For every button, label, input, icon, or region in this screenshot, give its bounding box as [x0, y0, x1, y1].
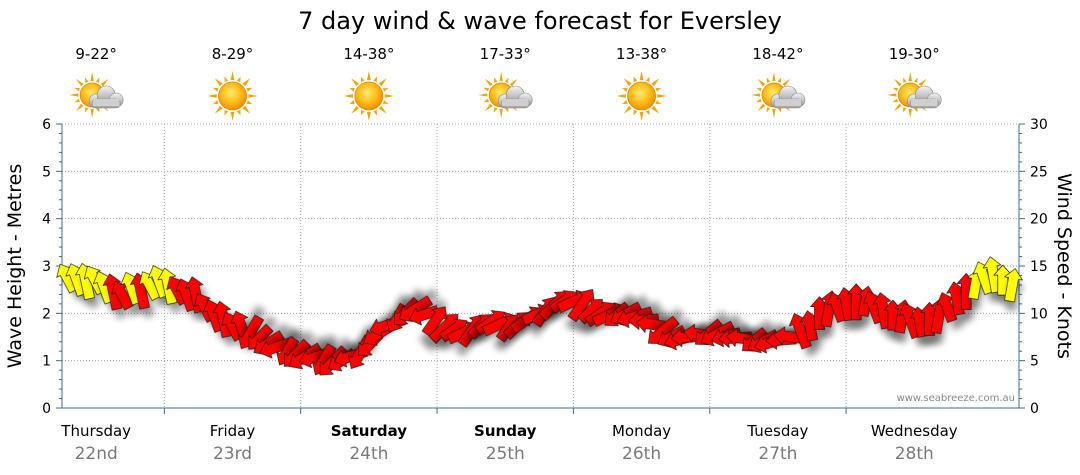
sun-rays	[616, 71, 667, 121]
partly-cloudy-icon	[750, 72, 806, 118]
sun-disc	[218, 81, 247, 111]
day-name-label: Friday	[210, 422, 256, 440]
sunny-icon	[343, 71, 394, 121]
left-axis-ticks: 0 1 2 3 4 5 6	[42, 117, 847, 417]
wind-arrow	[872, 292, 892, 330]
right-axis-title: Wind Speed - Knots	[1053, 173, 1075, 359]
wind-arrow	[1004, 268, 1023, 303]
wind-arrows	[56, 256, 1023, 376]
cloud-shape	[497, 85, 533, 109]
partly-cloudy-icon	[887, 72, 942, 118]
sunny-icon	[616, 71, 667, 121]
right-tick-label: 20	[1030, 212, 1048, 228]
gridlines	[62, 123, 1019, 408]
temperature-range: 19-30°	[889, 45, 940, 63]
right-tick-label: 15	[1030, 259, 1048, 275]
day-name-label: Monday	[612, 422, 671, 440]
temperature-range: 18-42°	[752, 45, 803, 63]
temperature-range: 17-33°	[480, 45, 531, 63]
right-tick-label: 10	[1030, 306, 1048, 322]
left-tick-label: 6	[42, 117, 51, 133]
day-date-label: 26th	[622, 444, 661, 464]
sun-rays	[343, 71, 394, 121]
left-tick-label: 1	[42, 354, 51, 370]
day-date-label: 25th	[486, 444, 525, 464]
day-date-label: 22nd	[75, 444, 118, 464]
right-tick-label: 0	[1030, 401, 1039, 417]
chart-title: 7 day wind & wave forecast for Eversley	[298, 7, 782, 35]
cloud-shape	[770, 85, 806, 109]
day-name-label: Saturday	[331, 422, 408, 440]
temperature-range: 14-38°	[343, 45, 394, 63]
day-name-label: Thursday	[60, 422, 131, 440]
temperature-range: 8-29°	[212, 45, 254, 63]
sun-disc	[354, 81, 384, 111]
sun-disc	[627, 81, 656, 111]
partly-cloudy-icon	[69, 72, 124, 118]
day-name-label: Tuesday	[746, 422, 808, 440]
left-axis-title: Wave Height - Metres	[4, 164, 26, 368]
day-name-label: Sunday	[474, 422, 537, 440]
sun-rays	[207, 71, 258, 121]
partly-cloudy-icon	[478, 72, 533, 118]
day-name-label: Wednesday	[871, 422, 958, 440]
left-tick-label: 3	[42, 259, 51, 275]
right-tick-label: 25	[1030, 164, 1048, 180]
left-tick-label: 4	[42, 212, 51, 228]
cloud-shape	[906, 85, 942, 109]
day-date-label: 27th	[758, 444, 797, 464]
temperature-range: 9-22°	[75, 45, 117, 63]
temperature-range: 13-38°	[616, 45, 667, 63]
day-date-label: 23rd	[213, 444, 252, 464]
wind-arrow	[982, 256, 1002, 294]
daily-weather-row: 9-22° 8-29° 14-38° 17-33° 13-38° 18-42° 19-30°	[69, 45, 942, 121]
left-tick-label: 5	[42, 164, 51, 180]
left-tick-label: 0	[42, 401, 51, 417]
right-tick-label: 5	[1030, 354, 1039, 370]
right-axis-ticks: 0 5 10 15 20 25 30	[1019, 117, 1048, 417]
day-date-label: 28th	[895, 444, 934, 464]
cloud-shape	[88, 85, 124, 109]
day-labels: Thursday 22nd Friday 23rd Saturday 24th Sunday…	[60, 422, 958, 464]
sun-rays	[478, 72, 525, 118]
left-tick-label: 2	[42, 306, 51, 322]
wind-arrow	[212, 300, 233, 338]
day-date-label: 24th	[349, 444, 388, 464]
right-tick-label: 30	[1030, 117, 1048, 133]
sunny-icon	[207, 71, 258, 121]
credit-text: www.seabreeze.com.au	[897, 393, 1015, 404]
